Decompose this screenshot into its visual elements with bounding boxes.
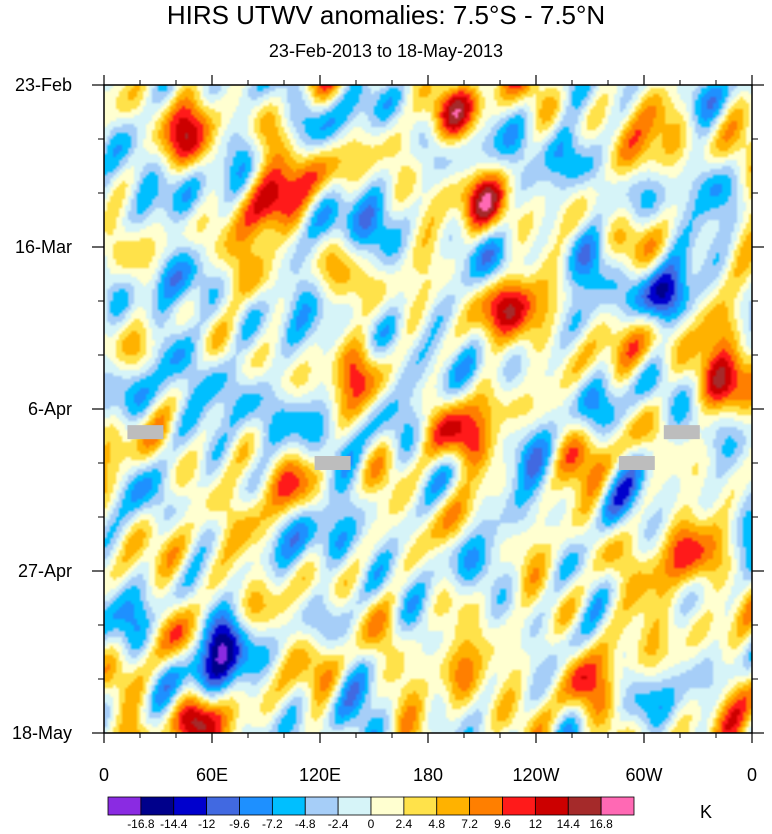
missing-data-patch — [314, 456, 351, 470]
colorbar-level-label: 4.8 — [428, 817, 445, 831]
colorbar: -16.8 -14.4 -12 -9.6 -7.2 -4.8 -2.4 0 2.4 4.8 7.2 9… — [107, 796, 635, 831]
colorbar-swatch — [206, 796, 240, 816]
colorbar-swatch — [337, 796, 372, 816]
y-tick-label: 16-Mar — [15, 237, 72, 257]
colorbar-swatch — [469, 796, 503, 816]
colorbar-level-label: -9.6 — [229, 817, 250, 831]
chart-subtitle: 23-Feb-2013 to 18-May-2013 — [268, 41, 504, 61]
y-tick-label: 18-May — [12, 723, 72, 743]
missing-data-patch — [663, 425, 700, 440]
colorbar-level-label: 9.6 — [494, 817, 511, 831]
colorbar-swatch — [271, 796, 306, 816]
colorbar-swatch — [567, 796, 602, 816]
colorbar-swatch — [600, 796, 635, 816]
colorbar-level-label: 2.4 — [396, 817, 413, 831]
colorbar-level-label: -7.2 — [262, 817, 283, 831]
colorbar-swatch — [304, 796, 339, 816]
colorbar-level-label: -16.8 — [127, 817, 155, 831]
colorbar-swatch — [502, 796, 536, 816]
colorbar-level-label: 7.2 — [461, 817, 478, 831]
y-axis: 23-Feb 16-Mar 6-Apr 27-Apr 18-May — [12, 75, 764, 743]
colorbar-swatch — [403, 796, 438, 816]
colorbar-level-label: 12 — [529, 817, 543, 831]
colorbar-level-label: -12 — [198, 817, 216, 831]
colorbar-swatch — [370, 796, 405, 816]
missing-data-patch — [127, 425, 164, 440]
x-tick-label: 120E — [299, 765, 341, 785]
colorbar-swatch — [140, 796, 175, 816]
colorbar-level-label: 14.4 — [557, 817, 581, 831]
colorbar-swatch — [436, 796, 471, 816]
chart-title: HIRS UTWV anomalies: 7.5°S - 7.5°N — [166, 0, 606, 30]
colorbar-level-label: -4.8 — [295, 817, 316, 831]
y-tick-label: 6-Apr — [28, 399, 72, 419]
colorbar-level-label: 0 — [368, 817, 375, 831]
missing-data-layer — [127, 425, 700, 470]
missing-data-patch — [618, 456, 655, 470]
anomaly-field — [104, 85, 752, 733]
x-tick-label: 0 — [747, 765, 757, 785]
colorbar-swatch — [107, 796, 142, 816]
colorbar-unit: K — [700, 802, 712, 822]
x-tick-label: 120W — [512, 765, 559, 785]
x-tick-label: 180 — [413, 765, 443, 785]
y-tick-label: 27-Apr — [18, 561, 72, 581]
colorbar-level-label: -2.4 — [328, 817, 349, 831]
plot-area — [103, 84, 753, 734]
x-tick-label: 60E — [196, 765, 228, 785]
colorbar-level-label: 16.8 — [589, 817, 613, 831]
x-axis: 0 60E 120E 180 120W 60W 0 — [99, 75, 757, 785]
x-tick-label: 0 — [99, 765, 109, 785]
colorbar-level-label: -14.4 — [160, 817, 188, 831]
colorbar-swatch — [173, 796, 208, 816]
y-tick-label: 23-Feb — [15, 75, 72, 95]
colorbar-swatch — [534, 796, 569, 816]
colorbar-swatch — [239, 796, 273, 816]
x-tick-label: 60W — [625, 765, 662, 785]
